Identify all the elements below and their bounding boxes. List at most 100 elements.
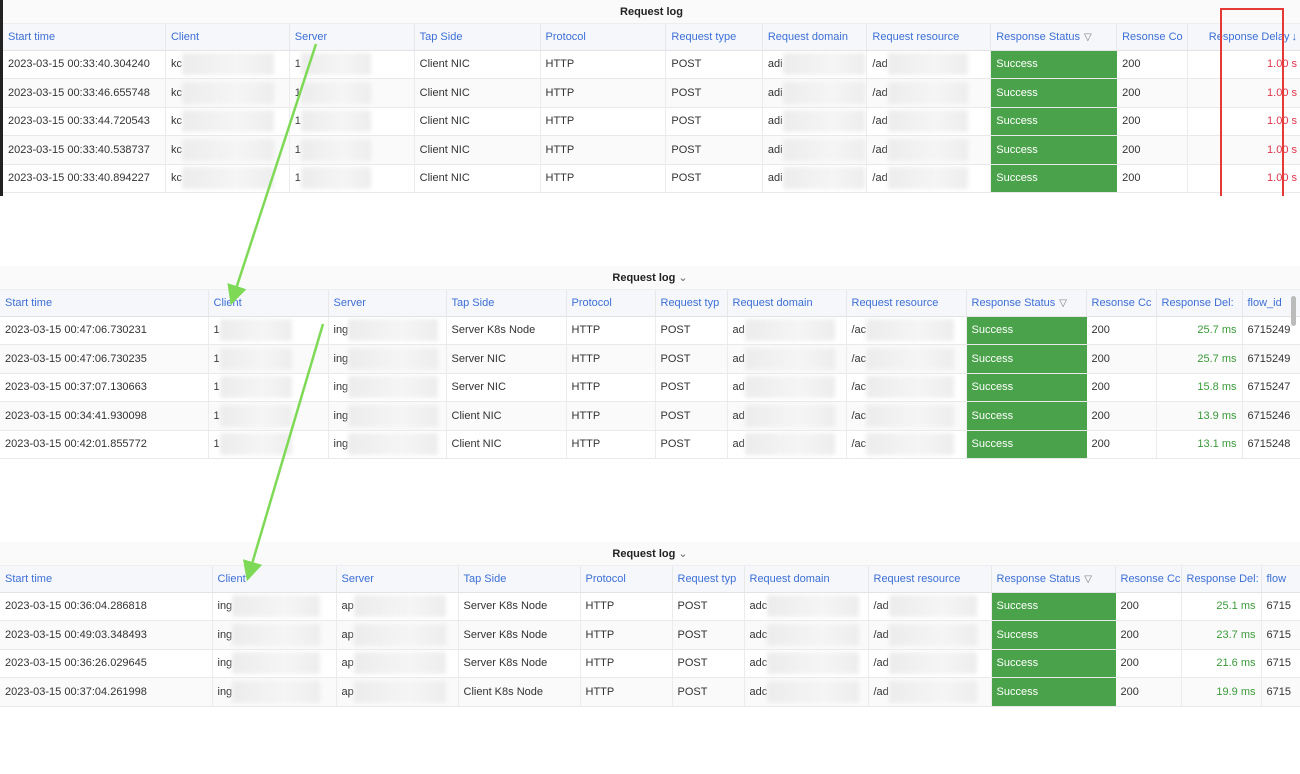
column-header-response-delay[interactable]: Response Delay ↓ [1187,24,1300,51]
column-header-flow-id[interactable]: flow_id [1242,290,1300,317]
column-header-flow-id[interactable]: flow [1261,566,1300,593]
sort-down-icon[interactable]: ↓ [1291,30,1298,43]
request-resource-cell: /ad [866,107,992,136]
redacted-value [744,376,835,399]
column-header-server[interactable]: Server [336,566,459,593]
request-resource-cell: /ad [868,592,992,621]
response-code-cell-text: 200 [1120,628,1139,641]
response-code-cell-text: 200 [1091,352,1110,365]
redacted-value [767,623,860,646]
table-row[interactable]: 2023-03-15 00:47:06.730231 1 ing Server K8s… [0,316,1300,345]
filter-icon[interactable]: ▽ [1084,573,1092,585]
server-cell-text: ing [333,409,349,422]
column-header-response-status[interactable]: Response Status ▽ [991,566,1116,593]
redacted-value [782,110,865,133]
response-code-cell-text: 200 [1091,409,1110,422]
column-header-response-status[interactable]: Response Status ▽ [990,24,1118,51]
flow-id-cell: 6715 [1261,620,1300,650]
table-row[interactable]: 2023-03-15 00:33:44.720543 kc 1 Client NIC H… [3,107,1300,136]
column-header-response-code[interactable]: Resonse Cc [1086,290,1157,317]
chevron-down-icon[interactable]: ⌄ [678,548,688,560]
table-row[interactable]: 2023-03-15 00:33:40.538737 kc 1 Client NIC H… [3,135,1300,165]
request-resource-cell: /ad [868,649,992,678]
start-time-cell-text: 2023-03-15 00:36:04.286818 [5,600,147,613]
request-domain-cell: adi [762,107,868,136]
table-row[interactable]: 2023-03-15 00:37:07.130663 1 ing Server NIC… [0,373,1300,402]
filter-icon[interactable]: ▽ [1084,31,1092,43]
response-code-cell: 200 [1086,401,1157,431]
table-row[interactable]: 2023-03-15 00:33:40.304240 kc 1 Client NIC H… [3,50,1300,79]
column-header-request-resource[interactable]: Request resource [846,290,967,317]
column-header-request-type[interactable]: Request type [665,24,763,51]
request-resource-cell-text: /ad [872,58,888,71]
column-header-response-delay[interactable]: Response Del: [1156,290,1243,317]
column-header-response-code[interactable]: Resonse Cc [1115,566,1182,593]
request-domain-cell: adc [744,649,869,678]
protocol-cell-text: HTTP [571,438,601,451]
server-cell-text: ap [341,600,354,613]
table-row[interactable]: 2023-03-15 00:49:03.348493 ing ap Server K8… [0,620,1300,650]
table-row[interactable]: 2023-03-15 00:34:41.930098 1 ing Client NIC… [0,401,1300,431]
request-resource-cell-text: /ad [873,685,889,698]
column-header-tap-side[interactable]: Tap Side [446,290,567,317]
redacted-value [232,623,321,646]
table-row[interactable]: 2023-03-15 00:36:04.286818 ing ap Server K8… [0,592,1300,621]
table-row[interactable]: 2023-03-15 00:33:40.894227 kc 1 Client NIC H… [3,164,1300,193]
response-delay-cell-text: 15.8 ms [1197,381,1237,394]
column-header-request-resource[interactable]: Request resource [866,24,992,51]
column-header-request-domain[interactable]: Request domain [727,290,847,317]
column-header-response-status[interactable]: Response Status ▽ [966,290,1087,317]
server-cell: ap [336,649,459,678]
column-header-request-domain[interactable]: Request domain [762,24,868,51]
table-row[interactable]: 2023-03-15 00:36:26.029645 ing ap Server K8… [0,649,1300,678]
column-header-response-delay[interactable]: Response Del: [1181,566,1262,593]
chevron-down-icon[interactable]: ⌄ [678,272,688,284]
client-cell-text: 1 [213,381,220,394]
request-domain-cell-text: adi [767,172,783,185]
request-resource-cell: /ad [866,78,992,108]
column-header-tap-side[interactable]: Tap Side [458,566,581,593]
request-domain-cell-text: adi [767,58,783,71]
response-status-cell-text: Success [996,143,1038,156]
column-header-protocol[interactable]: Protocol [580,566,673,593]
redacted-value [782,167,865,190]
table-row[interactable]: 2023-03-15 00:37:04.261998 ing ap Client K8… [0,677,1300,707]
response-status-cell-text: Success [996,657,1039,670]
client-cell-text: ing [217,628,233,641]
column-header-request-domain[interactable]: Request domain [744,566,869,593]
start-time-cell-text: 2023-03-15 00:47:06.730235 [5,352,147,365]
response-delay-cell-text: 1.00 s [1267,58,1297,71]
table-row[interactable]: 2023-03-15 00:33:46.655748 kc 1 Client NIC H… [3,78,1300,108]
request-domain-cell: adi [762,164,868,193]
column-header-client[interactable]: Client [165,24,290,51]
column-header-start-time[interactable]: Start time [3,24,166,51]
request-resource-cell-text: /ad [873,657,889,670]
start-time-cell-text: 2023-03-15 00:33:46.655748 [8,86,150,99]
column-header-server[interactable]: Server [289,24,415,51]
column-header-client[interactable]: Client [212,566,337,593]
client-cell-text: 1 [213,409,220,422]
scrollbar-thumb[interactable] [1291,296,1296,326]
column-header-protocol[interactable]: Protocol [540,24,667,51]
column-header-request-resource[interactable]: Request resource [868,566,992,593]
column-header-request-type[interactable]: Request typ [672,566,745,593]
column-header-start-time[interactable]: Start time [0,566,213,593]
table-row[interactable]: 2023-03-15 00:47:06.730235 1 ing Server NIC… [0,344,1300,374]
column-header-server[interactable]: Server [328,290,447,317]
filter-icon[interactable]: ▽ [1059,297,1067,309]
column-header-tap-side[interactable]: Tap Side [414,24,541,51]
response-status-cell: Success [966,373,1087,402]
protocol-cell-text: HTTP [545,143,575,156]
server-cell-text: ap [341,657,354,670]
column-header-protocol[interactable]: Protocol [566,290,656,317]
response-code-cell: 200 [1115,620,1182,650]
column-header-response-code[interactable]: Resonse Co [1116,24,1189,51]
response-delay-cell-text: 13.9 ms [1197,409,1237,422]
request-log-panel-2: Request log ⌄ Start time Client Server Ta… [0,266,1300,474]
column-header-start-time[interactable]: Start time [0,290,209,317]
table-row[interactable]: 2023-03-15 00:42:01.855772 1 ing Client NIC… [0,430,1300,459]
response-delay-cell-text: 21.6 ms [1216,657,1256,670]
column-header-request-type[interactable]: Request typ [655,290,728,317]
redacted-value [887,138,968,161]
column-header-client[interactable]: Client [208,290,329,317]
